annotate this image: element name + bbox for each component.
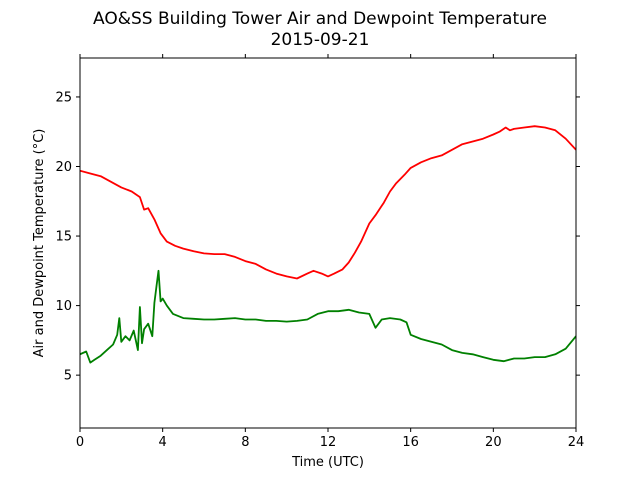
chart-title: AO&SS Building Tower Air and Dewpoint Te… — [93, 9, 547, 29]
x-tick-label: 16 — [402, 435, 419, 450]
chart-subtitle: 2015-09-21 — [271, 30, 370, 50]
y-tick-label: 10 — [55, 299, 72, 314]
y-axis: 5 10 15 20 25 — [55, 90, 580, 384]
x-axis-label: Time (UTC) — [291, 455, 364, 470]
x-tick-label: 24 — [568, 435, 585, 450]
series-line-1 — [80, 269, 576, 364]
x-tick-label: 20 — [485, 435, 502, 450]
x-tick-label: 12 — [320, 435, 337, 450]
x-tick-label: 4 — [159, 435, 167, 450]
y-tick-label: 25 — [55, 90, 72, 105]
y-tick-label: 5 — [64, 369, 72, 384]
plot-frame — [79, 57, 577, 429]
x-tick-label: 0 — [76, 435, 84, 450]
series-line-0 — [80, 125, 576, 280]
y-axis-label: Air and Dewpoint Temperature (°C) — [32, 129, 47, 358]
x-tick-label: 8 — [241, 435, 249, 450]
y-tick-label: 20 — [55, 160, 72, 175]
x-axis: 0 4 8 12 16 20 24 — [76, 54, 584, 450]
y-tick-label: 15 — [55, 230, 72, 245]
series-layer — [80, 125, 576, 364]
